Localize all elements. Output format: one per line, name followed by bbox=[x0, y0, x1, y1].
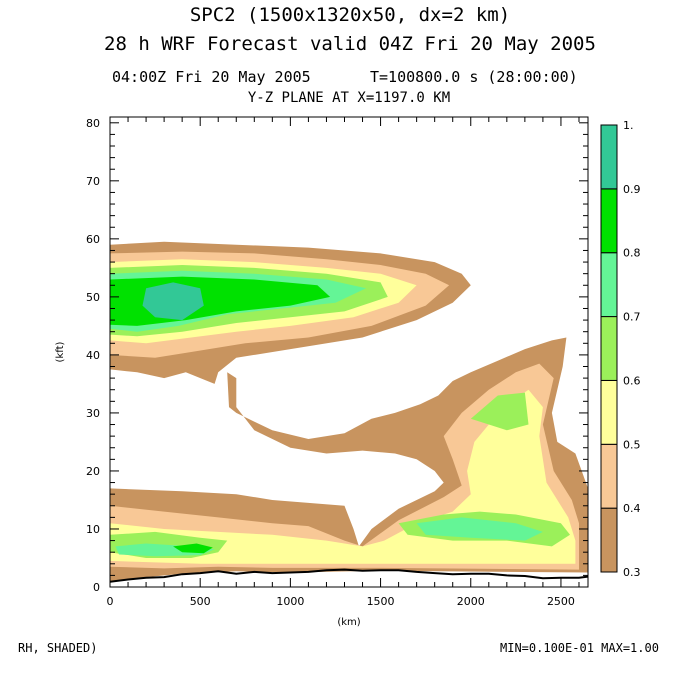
colorbar-swatch bbox=[600, 316, 618, 381]
colorbar-swatch bbox=[600, 252, 618, 318]
terrain-layer bbox=[110, 568, 588, 583]
contour-region-anvil-0.9 bbox=[142, 282, 204, 321]
x-tick-label: 1000 bbox=[276, 595, 304, 608]
x-tick-label: 0 bbox=[107, 595, 114, 608]
y-tick-label: 60 bbox=[86, 233, 100, 246]
min-max-label: MIN=0.100E-01 MAX=1.00 bbox=[500, 641, 659, 655]
colorbar-swatch bbox=[600, 443, 618, 509]
colorbar-label: 0.5 bbox=[623, 438, 641, 451]
x-tick-label: 2000 bbox=[457, 595, 485, 608]
colorbar-label: 0.6 bbox=[623, 374, 641, 387]
colorbar-swatch bbox=[600, 507, 618, 573]
terrain-line bbox=[110, 568, 588, 583]
y-tick-label: 70 bbox=[86, 175, 100, 188]
contour-region-tower-0.6-c bbox=[470, 392, 529, 431]
colorbar-swatch bbox=[600, 124, 618, 190]
y-tick-label: 0 bbox=[93, 581, 100, 594]
y-tick-label: 20 bbox=[86, 465, 100, 478]
y-tick-label: 10 bbox=[86, 523, 100, 536]
x-tick-label: 500 bbox=[190, 595, 211, 608]
y-tick-label: 40 bbox=[86, 349, 100, 362]
colorbar-label: 0.9 bbox=[623, 183, 641, 196]
chart-title-line-2: 28 h WRF Forecast valid 04Z Fri 20 May 2… bbox=[104, 33, 596, 55]
field-label: RH, SHADED) bbox=[18, 641, 98, 655]
colorbar-label: 0.7 bbox=[623, 311, 641, 324]
colorbar-swatch bbox=[600, 188, 618, 254]
y-tick-label: 30 bbox=[86, 407, 100, 420]
x-axis-label: (km) bbox=[337, 617, 360, 628]
colorbar-label: 0.3 bbox=[623, 566, 641, 579]
chart-title-line-1: SPC2 (1500x1320x50, dx=2 km) bbox=[189, 4, 511, 26]
colorbar: 0.3 0.4 0.5 0.6 0.7 0.8 0.9 1. bbox=[600, 119, 641, 579]
x-tick-label: 1500 bbox=[367, 595, 395, 608]
contour-region-tower-0.8-b bbox=[173, 543, 213, 554]
plot-frame bbox=[109, 116, 589, 588]
colorbar-label: 0.8 bbox=[623, 247, 641, 260]
colorbar-label: 0.4 bbox=[623, 502, 641, 515]
colorbar-swatch bbox=[600, 379, 618, 445]
colorbar-label: 1. bbox=[623, 119, 634, 132]
axes: 0 500 1000 1500 2000 2500 0 10 20 30 40 50 60 70 80 bbox=[86, 117, 588, 608]
x-tick-label: 2500 bbox=[547, 595, 575, 608]
contour-fills bbox=[110, 241, 588, 582]
y-axis-label: (kft) bbox=[55, 341, 66, 362]
valid-time-label: 04:00Z Fri 20 May 2005 bbox=[112, 68, 311, 86]
contour-region-tower-0.7-a bbox=[416, 517, 543, 541]
y-tick-label: 80 bbox=[86, 117, 100, 130]
y-tick-label: 50 bbox=[86, 291, 100, 304]
time-step-label: T=100800.0 s (28:00:00) bbox=[370, 68, 578, 86]
plane-label: Y-Z PLANE AT X=1197.0 KM bbox=[247, 90, 451, 106]
